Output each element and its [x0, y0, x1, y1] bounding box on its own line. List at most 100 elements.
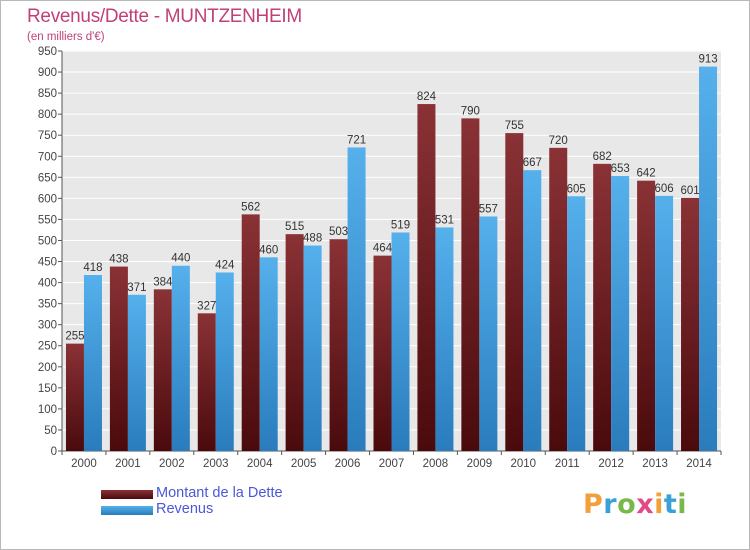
data-label-dette: 255	[65, 331, 84, 343]
y-tick-label: 950	[38, 46, 57, 58]
y-tick-label: 200	[38, 362, 57, 374]
bar-dette	[505, 133, 524, 451]
y-tick-label: 700	[38, 151, 57, 163]
bar-revenus	[83, 275, 102, 451]
y-tick-label: 850	[38, 88, 57, 100]
bar-revenus	[303, 245, 322, 451]
data-label-dette: 682	[593, 151, 612, 163]
bar-dette	[373, 255, 392, 451]
chart-title: Revenus/Dette - MUNTZENHEIM	[27, 6, 302, 27]
x-tick-label: 2000	[71, 458, 97, 470]
data-label-dette: 790	[461, 105, 480, 117]
data-label-dette: 642	[637, 168, 656, 180]
data-label-revenus: 519	[391, 219, 410, 231]
bar-dette	[109, 266, 128, 451]
y-tick-label: 50	[44, 425, 57, 437]
x-tick-label: 2005	[291, 458, 317, 470]
data-label-dette: 464	[373, 243, 393, 255]
y-tick-label: 150	[38, 383, 57, 395]
bar-dette	[637, 180, 656, 451]
x-tick-label: 2002	[159, 458, 185, 470]
y-tick-label: 100	[38, 404, 57, 416]
bar-revenus	[259, 257, 278, 451]
bar-dette	[65, 343, 84, 451]
data-label-revenus: 424	[215, 259, 235, 271]
y-tick-label: 550	[38, 214, 57, 226]
bar-revenus	[567, 196, 586, 451]
bar-dette	[593, 163, 612, 451]
bar-dette	[329, 239, 348, 451]
y-tick-label: 350	[38, 299, 57, 311]
y-tick-label: 750	[38, 130, 57, 142]
y-tick-label: 500	[38, 235, 57, 247]
data-label-dette: 503	[329, 226, 348, 238]
x-tick-label: 2010	[511, 458, 537, 470]
bar-revenus	[127, 294, 146, 451]
bar-revenus	[435, 227, 454, 451]
data-label-revenus: 667	[523, 157, 542, 169]
data-label-dette: 562	[241, 201, 260, 213]
data-label-revenus: 913	[698, 54, 717, 66]
data-label-revenus: 371	[127, 282, 146, 294]
bar-revenus	[699, 66, 718, 451]
x-axis: 2000 2001 2002 2003 2004 2005 2006 2007 2008 2009…	[61, 450, 722, 470]
x-tick-label: 2014	[686, 458, 712, 470]
bar-dette	[197, 313, 216, 451]
bar-revenus	[391, 232, 410, 451]
data-label-dette: 327	[197, 300, 216, 312]
y-tick-label: 0	[51, 446, 57, 458]
legend-swatch-dette	[101, 490, 153, 499]
x-tick-label: 2001	[115, 458, 141, 470]
y-tick-label: 250	[38, 341, 57, 353]
data-label-dette: 755	[505, 120, 524, 132]
bar-revenus	[347, 147, 366, 451]
x-tick-label: 2006	[335, 458, 361, 470]
y-tick-label: 450	[38, 257, 57, 269]
data-label-dette: 720	[549, 135, 568, 147]
data-label-revenus: 557	[479, 203, 498, 215]
bars	[65, 66, 718, 452]
legend-swatch-revenus	[101, 506, 153, 515]
data-label-revenus: 488	[303, 233, 322, 245]
bar-revenus	[215, 272, 234, 451]
data-label-dette: 824	[417, 91, 437, 103]
bar-dette	[285, 234, 304, 451]
data-label-dette: 438	[109, 254, 128, 266]
bar-dette	[549, 147, 568, 451]
data-label-revenus: 606	[655, 183, 674, 195]
y-tick-label: 800	[38, 109, 57, 121]
bar-revenus	[655, 195, 674, 451]
y-tick-label: 900	[38, 67, 57, 79]
bar-revenus	[523, 170, 542, 451]
y-axis: 0 50 100 150 200 250 300 350 400 450 500 550 600 650 7…	[38, 46, 63, 458]
legend-label-revenus: Revenus	[156, 501, 214, 517]
bar-revenus	[171, 265, 190, 451]
bar-dette	[153, 289, 172, 451]
proxiti-logo: Proxiti	[583, 489, 688, 520]
x-tick-label: 2009	[467, 458, 493, 470]
bar-dette	[417, 104, 436, 451]
data-label-revenus: 653	[611, 163, 630, 175]
x-tick-label: 2007	[379, 458, 405, 470]
y-tick-label: 400	[38, 278, 57, 290]
data-label-revenus: 721	[347, 134, 366, 146]
bar-dette	[461, 118, 480, 452]
x-tick-label: 2013	[642, 458, 668, 470]
data-label-revenus: 605	[567, 183, 586, 195]
data-label-revenus: 440	[171, 253, 190, 265]
y-tick-label: 600	[38, 193, 57, 205]
bar-dette	[681, 197, 700, 451]
y-tick-label: 650	[38, 172, 57, 184]
x-tick-label: 2011	[555, 458, 580, 470]
x-tick-label: 2004	[247, 458, 273, 470]
data-label-dette: 384	[153, 276, 173, 288]
bar-dette	[241, 214, 260, 451]
x-tick-label: 2008	[423, 458, 449, 470]
legend-label-dette: Montant de la Dette	[156, 485, 283, 501]
bar-revenus	[611, 176, 630, 452]
data-label-revenus: 418	[83, 262, 102, 274]
y-tick-label: 300	[38, 320, 57, 332]
data-label-dette: 601	[680, 185, 699, 197]
